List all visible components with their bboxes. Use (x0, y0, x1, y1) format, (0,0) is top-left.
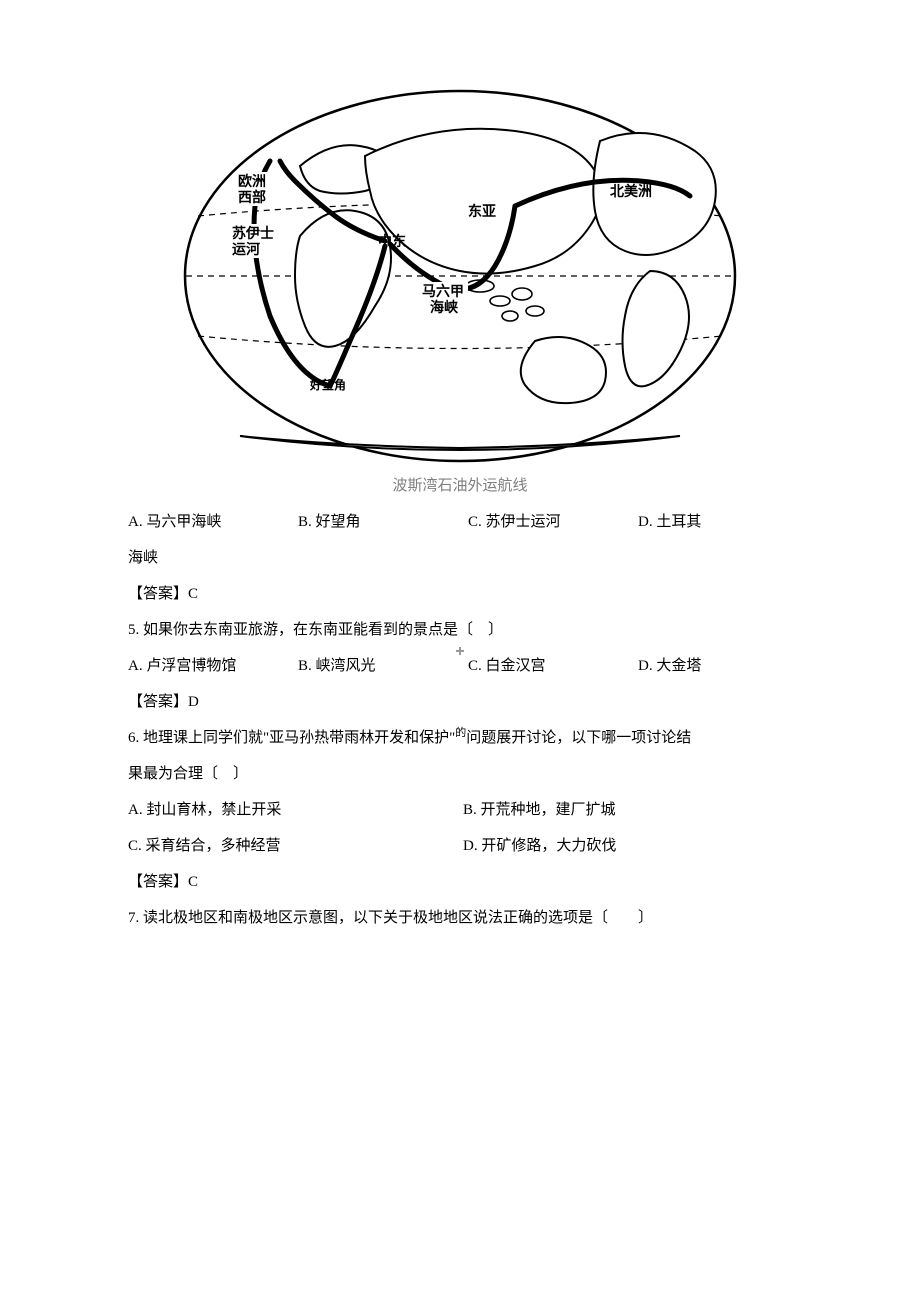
svg-text:西部: 西部 (238, 189, 266, 206)
q4-opt-c: C. 苏伊士运河 (468, 504, 638, 540)
map-label-europe: 欧洲 西部 (236, 172, 270, 206)
q6-stem-line1: 6. 地理课上同学们就"亚马孙热带雨林开发和保护"的问题展开讨论，以下哪一项讨论… (128, 720, 792, 756)
q6-stem-after: 问题展开讨论，以下哪一项讨论结 (466, 730, 691, 746)
q6-opt-c: C. 采育结合，多种经营 (128, 828, 463, 864)
world-map-svg: 欧洲 西部 苏伊士 运河 中东 东亚 马六甲 海峡 (180, 86, 740, 466)
document-page: 欧洲 西部 苏伊士 运河 中东 东亚 马六甲 海峡 (0, 0, 920, 936)
q4-opt-d-part1: D. 土耳其 (638, 504, 792, 540)
q6-stem-line2: 果最为合理〔 〕 (128, 756, 792, 792)
svg-text:苏伊士: 苏伊士 (232, 225, 274, 242)
q4-options-row1: A. 马六甲海峡 B. 好望角 C. 苏伊士运河 D. 土耳其 (128, 504, 792, 540)
q6-answer: 【答案】C (128, 864, 792, 900)
map-label-eastasia: 东亚 (468, 203, 496, 220)
q6-opt-b: B. 开荒种地，建厂扩城 (463, 792, 792, 828)
map-label-goodhope: 好望角 (309, 377, 346, 392)
q5-answer: 【答案】D (128, 684, 792, 720)
q5-opt-b: B. 峡湾风光 (298, 648, 468, 684)
q5-opt-d: D. 大金塔 (638, 648, 792, 684)
q4-opt-a: A. 马六甲海峡 (128, 504, 298, 540)
map-caption: 波斯湾石油外运航线 (180, 474, 740, 498)
q6-options-row1: A. 封山育林，禁止开采 B. 开荒种地，建厂扩城 (128, 792, 792, 828)
q4-opt-b: B. 好望角 (298, 504, 468, 540)
q6-opt-a: A. 封山育林，禁止开采 (128, 792, 463, 828)
map-label-north-america: 北美洲 (610, 183, 652, 200)
q7-stem: 7. 读北极地区和南极地区示意图，以下关于极地地区说法正确的选项是〔 〕 (128, 900, 792, 936)
q6-options-row2: C. 采育结合，多种经营 D. 开矿修路，大力砍伐 (128, 828, 792, 864)
svg-text:东亚: 东亚 (468, 203, 496, 220)
q5-opt-c: C. 白金汉宫 (468, 648, 638, 684)
svg-text:海峡: 海峡 (430, 299, 459, 316)
q6-stem-before: 6. 地理课上同学们就"亚马孙热带雨林开发和保护" (128, 730, 455, 746)
map-label-malacca: 马六甲 海峡 (420, 282, 468, 316)
q5-stem: 5. 如果你去东南亚旅游，在东南亚能看到的景点是〔 〕 (128, 612, 792, 648)
map-label-suez: 苏伊士 运河 (230, 224, 278, 258)
q4-opt-d-part2: 海峡 (128, 540, 792, 576)
q4-answer: 【答案】C (128, 576, 792, 612)
svg-text:欧洲: 欧洲 (238, 173, 266, 190)
svg-text:马六甲: 马六甲 (422, 283, 464, 300)
q5-opt-a: A. 卢浮宫博物馆 (128, 648, 298, 684)
q6-stem-sup: 的 (455, 727, 466, 739)
svg-text:好望角: 好望角 (309, 377, 346, 392)
q6-opt-d: D. 开矿修路，大力砍伐 (463, 828, 792, 864)
map-label-mideast: 中东 (378, 233, 406, 250)
svg-text:中东: 中东 (378, 233, 406, 250)
map-figure: 欧洲 西部 苏伊士 运河 中东 东亚 马六甲 海峡 (180, 86, 740, 498)
svg-text:运河: 运河 (232, 241, 260, 258)
page-center-marker-icon (457, 648, 463, 654)
svg-text:北美洲: 北美洲 (610, 183, 652, 200)
